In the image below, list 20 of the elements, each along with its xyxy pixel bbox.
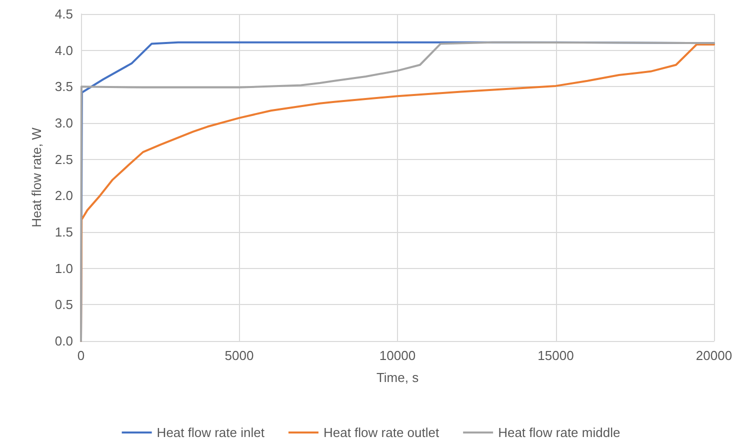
legend-label: Heat flow rate middle	[498, 425, 620, 440]
y-tick-label: 0.5	[54, 297, 73, 312]
y-tick-label: 1.0	[54, 260, 73, 276]
y-tick-label: 3.0	[54, 116, 73, 130]
x-tick-label: 10000	[379, 348, 416, 363]
x-tick-label: 0	[77, 348, 85, 363]
x-tick-label: 15000	[538, 348, 574, 363]
y-tick-label: 0.0	[54, 334, 73, 348]
x-tick-label: 5000	[224, 348, 254, 363]
y-tick-label: 4.5	[54, 6, 73, 22]
y-tick-label: 2.5	[54, 152, 73, 167]
legend-label: Heat flow rate outlet	[323, 425, 440, 440]
y-tick-label: 4.0	[54, 42, 73, 58]
x-tick-label: 20000	[696, 348, 732, 363]
y-tick-label: 1.5	[54, 224, 73, 240]
x-axis-title: Time, s	[376, 370, 420, 385]
y-axis-title: Heat flow rate, W	[29, 126, 44, 228]
y-tick-label: 2.0	[54, 188, 73, 204]
legend-label: Heat flow rate inlet	[156, 425, 265, 440]
y-tick-label: 3.5	[54, 79, 73, 94]
